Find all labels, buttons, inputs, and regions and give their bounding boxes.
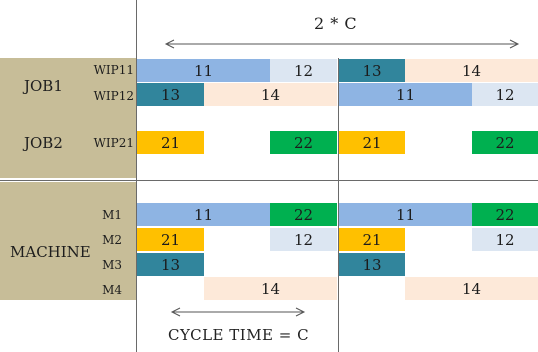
job-machine-separator [0, 180, 538, 181]
bar-wip12-4: 12 [472, 83, 538, 106]
cycle-time-label: CYCLE TIME = C [168, 326, 310, 344]
group-label-job2: JOB2 [24, 134, 63, 152]
bar-m2-3: 21 [339, 228, 405, 251]
bar-m4-2: 14 [405, 277, 538, 300]
cycle-divider-line [338, 58, 339, 352]
bar-wip12-2: 14 [204, 83, 337, 106]
bar-m2-4: 12 [472, 228, 538, 251]
group-label-machine: MACHINE [10, 243, 91, 261]
bar-m2-1: 21 [137, 228, 204, 251]
bar-m3-1: 13 [137, 253, 204, 276]
job-group-band [0, 58, 136, 178]
bar-m2-2: 12 [270, 228, 337, 251]
group-label-job1: JOB1 [24, 77, 63, 95]
bar-wip11-1: 11 [137, 59, 270, 82]
bar-wip21-3: 21 [339, 131, 405, 154]
bar-wip11-2: 12 [270, 59, 337, 82]
bar-wip21-1: 21 [137, 131, 204, 154]
bar-wip21-4: 22 [472, 131, 538, 154]
row-label-m1: M1 [102, 208, 122, 222]
bar-wip11-4: 14 [405, 59, 538, 82]
bar-m1-1: 11 [137, 203, 270, 226]
two-cycle-label: 2 * C [314, 14, 358, 33]
row-label-m3: M3 [102, 258, 122, 272]
bar-m1-2: 22 [270, 203, 337, 226]
bar-wip12-1: 13 [137, 83, 204, 106]
row-label-m4: M4 [102, 283, 122, 297]
bar-wip11-3: 13 [339, 59, 405, 82]
row-label-wip21: WIP21 [93, 136, 134, 150]
bar-m1-4: 22 [472, 203, 538, 226]
row-label-m2: M2 [102, 233, 122, 247]
row-label-wip11: WIP11 [93, 63, 134, 77]
bar-wip21-2: 22 [270, 131, 337, 154]
bar-wip12-3: 11 [339, 83, 472, 106]
bar-m3-2: 13 [339, 253, 405, 276]
row-label-wip12: WIP12 [93, 89, 134, 103]
bar-m1-3: 11 [339, 203, 472, 226]
left-axis-line [136, 0, 137, 352]
machine-group-band [0, 182, 136, 300]
bar-m4-1: 14 [204, 277, 337, 300]
